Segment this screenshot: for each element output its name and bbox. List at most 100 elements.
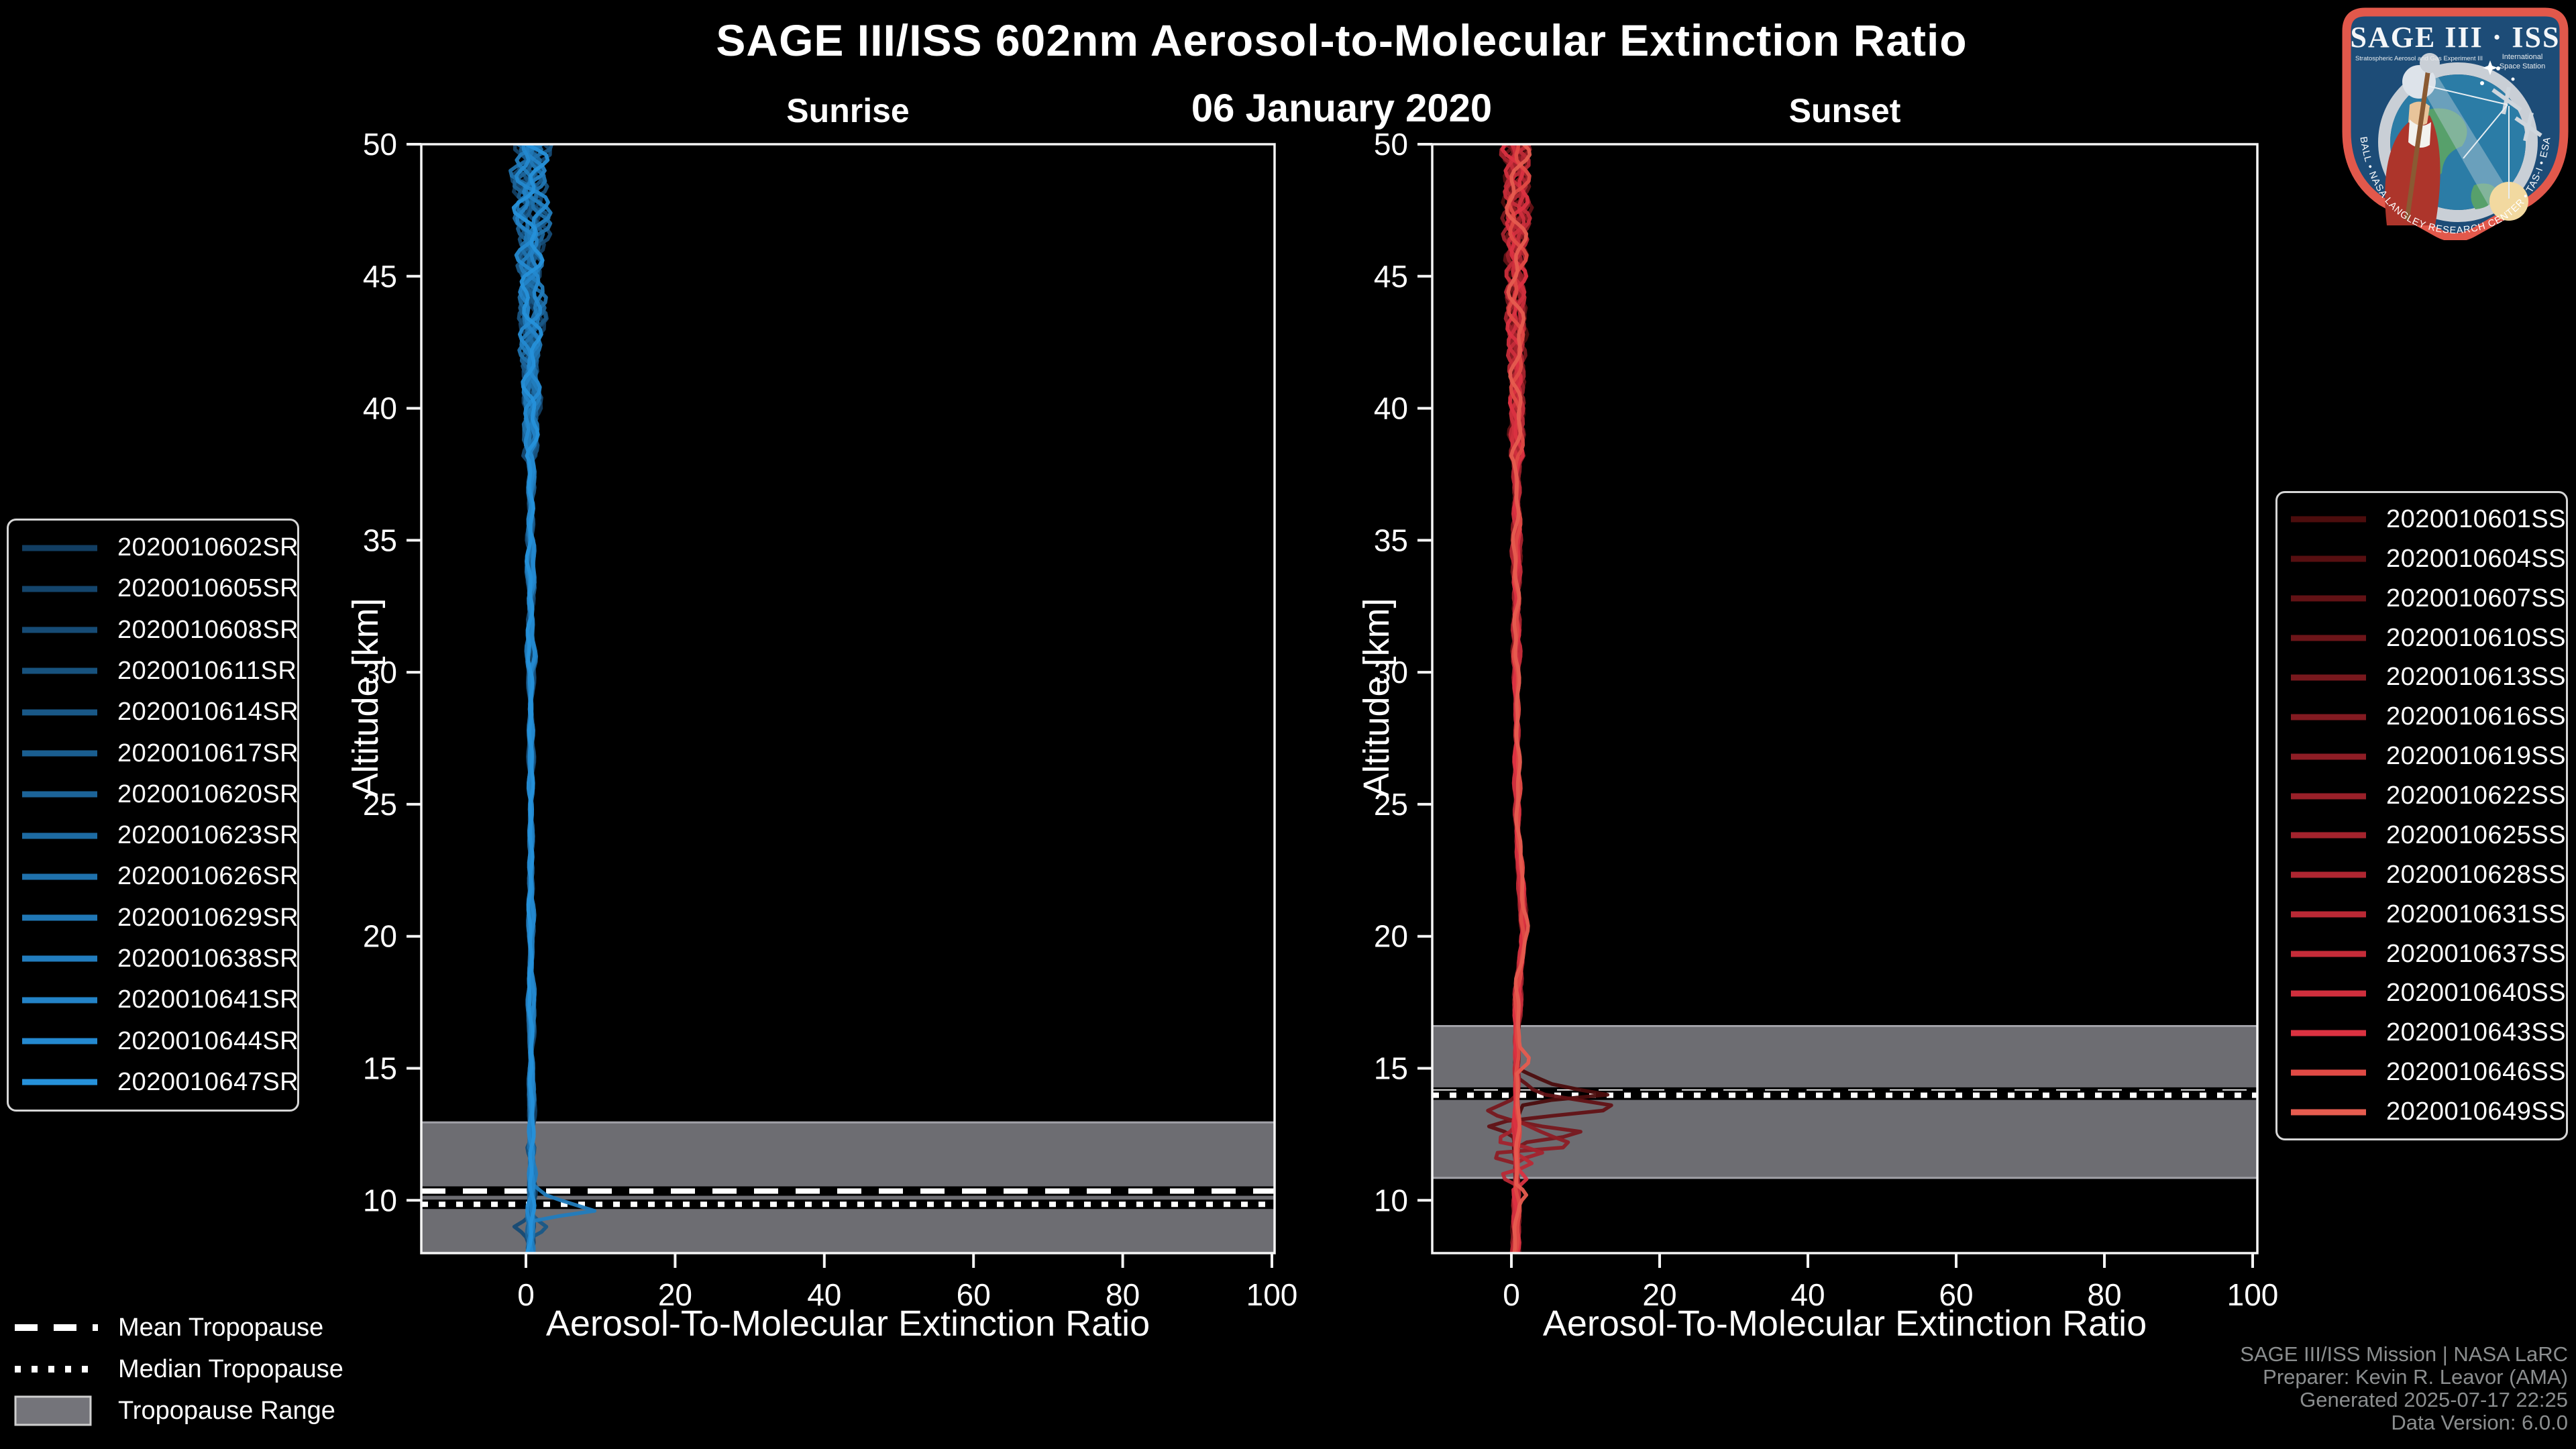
legend-event-label: 2020010649SS (2386, 1097, 2567, 1126)
legend-line-sample (22, 833, 97, 839)
legend-event-label: 2020010604SS (2386, 544, 2567, 573)
legend-item-event: 2020010640SS (2277, 979, 2566, 1008)
legend-item-event: 2020010647SR (9, 1067, 299, 1097)
legend-sunrise-events: 2020010602SR 2020010605SR 2020010608SR 2020… (7, 519, 299, 1112)
legend-item-event: 2020010604SS (2277, 545, 2566, 574)
legend-event-label: 2020010601SS (2386, 504, 2567, 533)
sage-iss-mission-patch: SAGE III · ISS Stratospheric Aerosol and… (2342, 7, 2569, 240)
gray-band-icon (13, 1395, 99, 1427)
legend-item-event: 2020010622SS (2277, 782, 2566, 810)
legend-event-label: 2020010628SS (2386, 860, 2567, 889)
y-tick-label: 35 (1374, 523, 1408, 557)
plot-area-sunset (1432, 144, 2257, 1253)
legend-item-median-tropopause: Median Tropopause (13, 1348, 343, 1390)
legend-event-label: 2020010619SS (2386, 742, 2567, 771)
x-axis-label-sunset: Aerosol-To-Molecular Extinction Ratio (1542, 1303, 2147, 1344)
legend-line-sample (22, 1079, 97, 1085)
attribution-generated: Generated 2025-07-17 22:25 (2300, 1388, 2568, 1411)
legend-line-sample (22, 709, 97, 716)
patch-light-beam (2419, 76, 2516, 211)
x-tick-label: 20 (1642, 1277, 1676, 1312)
legend-event-label: 2020010637SS (2386, 939, 2567, 968)
legend-item-event: 2020010626SR (9, 862, 299, 891)
y-tick-label: 30 (1374, 655, 1408, 690)
logo-subtitle-right-2: Space Station (2500, 62, 2546, 70)
x-tick-label: 100 (1246, 1277, 1298, 1312)
legend-event-label: 2020010610SS (2386, 623, 2567, 652)
panel-title-sunrise: Sunrise (786, 92, 910, 129)
x-tick-label: 80 (1106, 1277, 1140, 1312)
legend-event-label: 2020010646SS (2386, 1058, 2567, 1087)
y-tick-label: 25 (1374, 787, 1408, 822)
x-tick-label: 0 (517, 1277, 535, 1312)
legend-sunset-events: 2020010601SS 2020010604SS 2020010607SS 2020… (2275, 491, 2568, 1140)
legend-item-event: 2020010644SR (9, 1027, 299, 1056)
legend-item-event: 2020010625SS (2277, 821, 2566, 850)
legend-line-sample (2291, 871, 2366, 878)
legend-item-event: 2020010649SS (2277, 1097, 2566, 1126)
legend-item-event: 2020010628SS (2277, 861, 2566, 890)
legend-event-label: 2020010625SS (2386, 820, 2567, 849)
legend-line-sample (2291, 911, 2366, 918)
x-tick-label: 80 (2087, 1277, 2121, 1312)
legend-item-mean-tropopause: Mean Tropopause (13, 1307, 343, 1348)
attribution-mission: SAGE III/ISS Mission | NASA LaRC (2240, 1342, 2568, 1366)
series-line-2020010649SS (1505, 144, 1532, 1253)
legend-item-event: 2020010611SR (9, 657, 297, 686)
median-tropopause-label: Median Tropopause (118, 1354, 343, 1383)
legend-line-sample (2291, 1109, 2366, 1116)
legend-line-sample (2291, 1030, 2366, 1036)
legend-line-sample (2291, 832, 2366, 839)
y-tick-label: 20 (1374, 919, 1408, 954)
legend-item-event: 2020010637SS (2277, 940, 2566, 969)
legend-line-sample (2291, 793, 2366, 800)
dashed-line-icon (13, 1321, 99, 1334)
legend-event-label: 2020010620SR (117, 780, 299, 808)
date-subtitle: 06 January 2020 (1191, 87, 1493, 130)
legend-event-label: 2020010602SR (117, 533, 299, 562)
legend-line-sample (22, 914, 97, 921)
logo-title: SAGE III · ISS (2351, 21, 2561, 54)
legend-event-label: 2020010629SR (117, 903, 299, 932)
y-axis-label-sunset: Altitude [km] (1356, 598, 1397, 798)
legend-item-event: 2020010602SR (9, 533, 299, 562)
panel-title-sunset: Sunset (1788, 92, 1901, 129)
legend-item-tropopause-range: Tropopause Range (13, 1390, 343, 1432)
y-tick-label: 15 (1374, 1051, 1408, 1086)
legend-item-event: 2020010629SR (9, 903, 299, 932)
legend-event-label: 2020010605SR (117, 574, 299, 603)
legend-line-sample (22, 667, 97, 674)
x-tick-label: 0 (1503, 1277, 1520, 1312)
x-tick-label: 40 (807, 1277, 841, 1312)
y-tick-label: 40 (363, 391, 397, 426)
legend-item-event: 2020010614SR (9, 698, 299, 727)
legend-event-label: 2020010647SR (117, 1067, 299, 1096)
legend-event-label: 2020010643SS (2386, 1018, 2567, 1047)
legend-line-sample (22, 997, 97, 1004)
legend-line-sample (22, 955, 97, 962)
x-tick-label: 40 (1790, 1277, 1825, 1312)
y-tick-label: 10 (1374, 1183, 1408, 1218)
legend-event-label: 2020010638SR (117, 944, 299, 973)
legend-line-sample (2291, 753, 2366, 760)
logo-subtitle-right-1: International (2502, 53, 2543, 61)
legend-event-label: 2020010614SR (117, 698, 299, 727)
legend-item-event: 2020010641SR (9, 985, 299, 1014)
legend-item-event: 2020010607SS (2277, 584, 2566, 613)
legend-event-label: 2020010608SR (117, 615, 299, 644)
legend-line-sample (2291, 635, 2366, 641)
legend-line-sample (2291, 714, 2366, 720)
patch-rays (2426, 85, 2510, 199)
legend-line-sample (2291, 555, 2366, 562)
y-tick-label: 15 (363, 1051, 397, 1086)
legend-event-label: 2020010607SS (2386, 584, 2567, 612)
x-tick-label: 100 (2227, 1277, 2279, 1312)
y-tick-label: 40 (1374, 391, 1408, 426)
x-tick-label: 60 (1939, 1277, 1973, 1312)
patch-sun (2489, 182, 2528, 221)
y-tick-label: 45 (363, 259, 397, 294)
legend-event-label: 2020010641SR (117, 985, 299, 1014)
legend-event-label: 2020010611SR (117, 656, 297, 685)
legend-item-event: 2020010619SS (2277, 742, 2566, 771)
x-axis-label-sunrise: Aerosol-To-Molecular Extinction Ratio (545, 1303, 1150, 1344)
